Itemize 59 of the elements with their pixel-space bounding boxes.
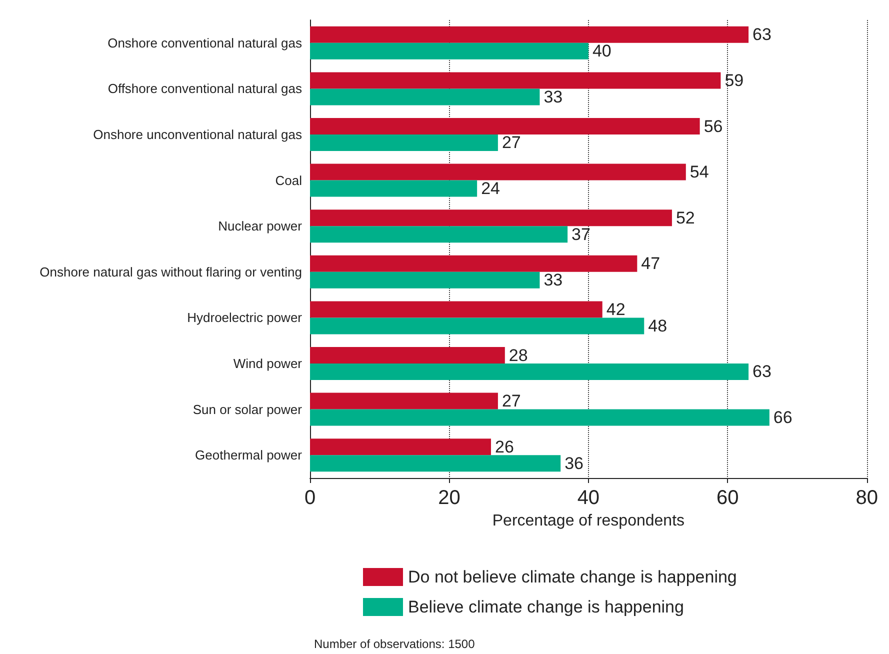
y-tick-label: Coal bbox=[275, 172, 302, 188]
x-tick-label: 80 bbox=[856, 487, 878, 509]
bar bbox=[310, 255, 638, 272]
data-label: 42 bbox=[606, 300, 626, 319]
x-tick-label: 20 bbox=[438, 487, 460, 509]
y-tick-label: Onshore natural gas without flaring or venting bbox=[40, 264, 302, 280]
bar bbox=[310, 392, 498, 410]
text: Number of observations: 1500 bbox=[314, 637, 476, 651]
bar bbox=[310, 347, 505, 364]
x-tick-label: 60 bbox=[716, 487, 739, 509]
y-tick-label: Hydroelectric power bbox=[187, 310, 303, 326]
y-tick-label: Offshore conventional natural gas bbox=[108, 81, 302, 96]
bar bbox=[310, 438, 491, 456]
data-label: 48 bbox=[648, 316, 668, 336]
legend-label: Believe climate change is happening bbox=[408, 598, 684, 616]
bar bbox=[310, 72, 721, 89]
data-label: 33 bbox=[544, 270, 563, 290]
data-label: 56 bbox=[704, 116, 723, 136]
bar bbox=[310, 42, 588, 60]
x-tick-label: 40 bbox=[577, 487, 600, 509]
data-label: 66 bbox=[773, 408, 792, 428]
x-tick-label: 0 bbox=[304, 487, 316, 509]
y-tick-label: Sun or solar power bbox=[192, 402, 303, 417]
legend-label: Do not believe climate change is happening bbox=[408, 568, 737, 586]
data-label: 59 bbox=[724, 70, 744, 90]
bar bbox=[310, 164, 686, 180]
data-label: 28 bbox=[508, 346, 528, 365]
bar bbox=[310, 272, 540, 288]
data-label: 36 bbox=[564, 454, 584, 473]
data-label: 24 bbox=[481, 179, 500, 198]
bar bbox=[310, 301, 602, 318]
bar bbox=[310, 26, 749, 43]
bar bbox=[310, 210, 672, 226]
data-label: 52 bbox=[676, 208, 695, 228]
x-axis-title: Percentage of respondents bbox=[492, 512, 685, 530]
data-label: 27 bbox=[502, 133, 521, 152]
bar bbox=[310, 318, 644, 334]
y-tick-label: Nuclear power bbox=[218, 218, 303, 234]
data-label: 40 bbox=[592, 42, 612, 61]
data-label: 37 bbox=[572, 224, 590, 244]
y-tick-label: Wind power bbox=[233, 356, 303, 371]
data-label: 33 bbox=[544, 87, 563, 106]
data-label: 63 bbox=[752, 362, 772, 382]
data-label: 63 bbox=[752, 25, 772, 44]
data-label: 54 bbox=[690, 162, 709, 182]
bar bbox=[310, 134, 498, 151]
y-tick-label: Geothermal power bbox=[195, 448, 303, 463]
y-tick-label: Onshore unconventional natural gas bbox=[93, 127, 302, 142]
bar bbox=[310, 409, 770, 426]
y-tick-label: Onshore conventional natural gas bbox=[108, 35, 302, 50]
bar bbox=[310, 226, 568, 243]
data-label: 47 bbox=[641, 254, 660, 274]
bar bbox=[310, 364, 749, 380]
bar bbox=[310, 118, 700, 134]
data-label: 26 bbox=[494, 437, 514, 456]
bar bbox=[310, 88, 540, 106]
data-label: 27 bbox=[502, 392, 521, 411]
bar bbox=[310, 455, 561, 472]
bar bbox=[310, 180, 478, 197]
